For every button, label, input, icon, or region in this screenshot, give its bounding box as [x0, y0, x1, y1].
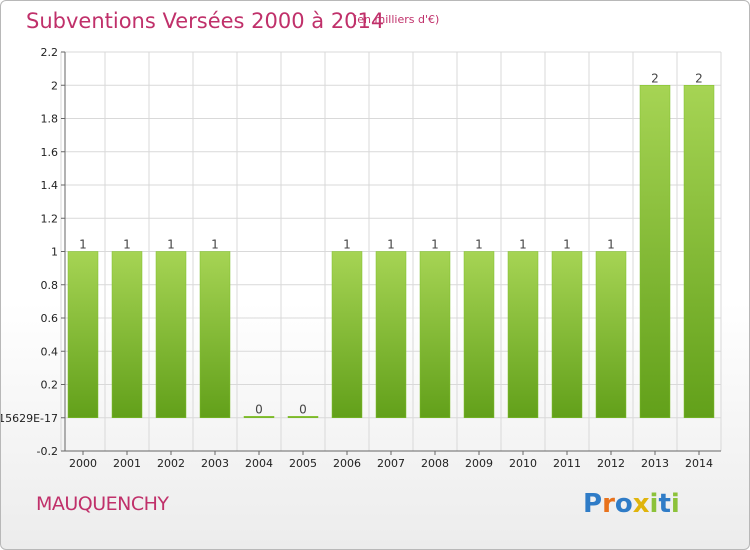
- x-tick-label: 2013: [641, 457, 669, 470]
- y-tick-label: 0.8: [41, 279, 59, 292]
- x-tick-label: 2003: [201, 457, 229, 470]
- commune-name: MAUQUENCHY: [36, 493, 169, 515]
- y-tick-label: 0.6: [41, 312, 59, 325]
- value-label: 2: [651, 71, 659, 85]
- value-label: 1: [211, 238, 219, 252]
- value-label: 1: [607, 238, 615, 252]
- logo-letter: x: [632, 489, 650, 519]
- bar: [243, 416, 275, 418]
- x-tick-label: 2012: [597, 457, 625, 470]
- logo-letter: i: [670, 489, 680, 519]
- value-label: 0: [255, 402, 263, 416]
- x-tick-label: 2014: [685, 457, 713, 470]
- y-tick-label: 1: [51, 246, 58, 259]
- x-tick-label: 2009: [465, 457, 493, 470]
- bar: [551, 251, 583, 418]
- x-tick-label: 2002: [157, 457, 185, 470]
- bar: [595, 251, 627, 418]
- y-tick-label: -0.2: [37, 445, 58, 458]
- value-label: 1: [475, 238, 483, 252]
- x-tick-label: 2006: [333, 457, 361, 470]
- logo-letter: P: [583, 489, 603, 519]
- bar: [67, 251, 99, 418]
- value-label: 1: [79, 238, 87, 252]
- value-label: 1: [167, 238, 175, 252]
- value-label: 1: [387, 238, 395, 252]
- bar: [111, 251, 143, 418]
- bar: [507, 251, 539, 418]
- x-tick-label: 2004: [245, 457, 273, 470]
- bar: [155, 251, 187, 418]
- y-tick-label: -1.15629E-17: [1, 412, 58, 425]
- labels: 1 2000 1 2001 1 2002 1 2003 0 2004 0 2005 1 2006 1 2007…: [69, 71, 713, 470]
- value-label: 1: [123, 238, 131, 252]
- logo-letter: r: [602, 489, 615, 519]
- bar: [331, 251, 363, 418]
- bar: [683, 85, 715, 418]
- logo-letter: i: [649, 489, 659, 519]
- bar: [287, 416, 319, 418]
- bar: [463, 251, 495, 418]
- value-label: 1: [563, 238, 571, 252]
- x-tick-label: 2000: [69, 457, 97, 470]
- bar: [419, 251, 451, 418]
- proxiti-logo[interactable]: Proxiti: [583, 489, 680, 519]
- chart-title: Subventions Versées 2000 à 2014: [26, 9, 385, 33]
- y-tick-label: 0.4: [41, 345, 59, 358]
- y-tick-label: 2: [51, 79, 58, 92]
- x-tick-label: 2005: [289, 457, 317, 470]
- value-label: 0: [299, 402, 307, 416]
- value-label: 1: [431, 238, 439, 252]
- logo-letter: t: [658, 489, 671, 519]
- x-tick-label: 2011: [553, 457, 581, 470]
- y-tick-label: 0.2: [41, 379, 59, 392]
- bar: [375, 251, 407, 418]
- chart-subtitle: (en milliers d'€): [353, 13, 440, 26]
- x-tick-label: 2001: [113, 457, 141, 470]
- bar: [639, 85, 671, 418]
- value-label: 2: [695, 71, 703, 85]
- y-tick-label: 2.2: [41, 46, 59, 59]
- x-tick-label: 2008: [421, 457, 449, 470]
- bar-chart: -0.2 -1.15629E-17 0.2 0.4 0.6 0.8 1 1.2 1.4 1.6 1.…: [1, 46, 722, 470]
- bar: [199, 251, 231, 418]
- y-tick-label: 1.8: [41, 113, 59, 126]
- bars: [67, 85, 715, 418]
- logo-letter: o: [614, 489, 633, 519]
- axes: -0.2 -1.15629E-17 0.2 0.4 0.6 0.8 1 1.2 1.4 1.6 1.…: [1, 46, 721, 458]
- value-label: 1: [519, 238, 527, 252]
- value-label: 1: [343, 238, 351, 252]
- y-tick-label: 1.6: [41, 146, 59, 159]
- x-tick-label: 2007: [377, 457, 405, 470]
- y-tick-label: 1.4: [41, 179, 59, 192]
- x-tick-label: 2010: [509, 457, 537, 470]
- y-tick-label: 1.2: [41, 212, 59, 225]
